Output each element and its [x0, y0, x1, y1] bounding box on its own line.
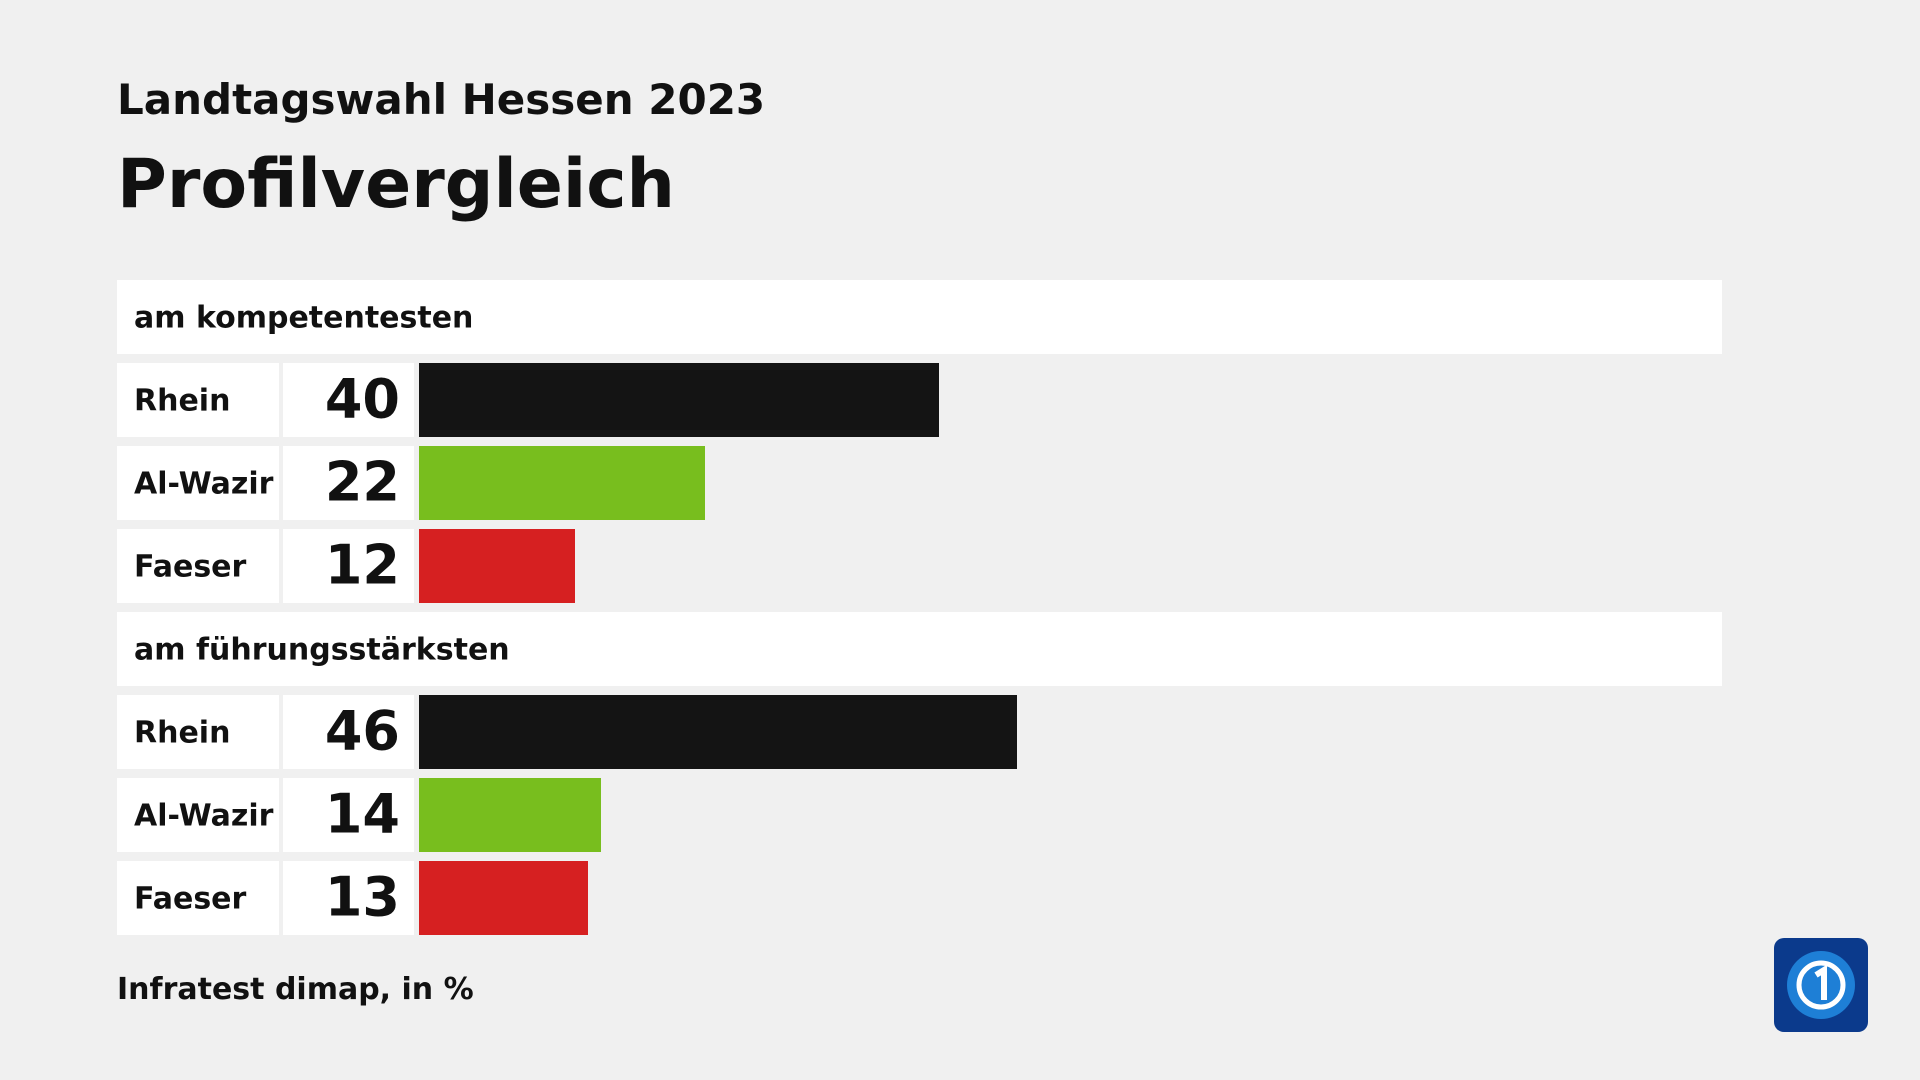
name-cell — [117, 861, 279, 935]
chart-subtitle: Profilvergleich — [117, 145, 675, 224]
value-cell — [283, 861, 414, 935]
group-header-bg — [117, 280, 1722, 354]
name-cell — [117, 529, 279, 603]
bar — [419, 529, 575, 603]
name-cell — [117, 363, 279, 437]
bar — [419, 695, 1017, 769]
bar — [419, 778, 601, 852]
name-cell — [117, 446, 279, 520]
value-label: 22 — [325, 451, 400, 514]
value-cell — [283, 446, 414, 520]
value-cell — [283, 363, 414, 437]
value-label: 12 — [325, 534, 400, 597]
chart-title: Landtagswahl Hessen 2023 — [117, 75, 765, 124]
name-cell — [117, 778, 279, 852]
logo — [1774, 938, 1868, 1032]
source: Infratest dimap, in % — [117, 972, 474, 1007]
bar — [419, 446, 705, 520]
value-label: 46 — [325, 700, 400, 763]
name-cell — [117, 695, 279, 769]
category-label: Rhein — [134, 384, 230, 419]
category-label: Faeser — [134, 550, 247, 585]
value-label: 14 — [325, 783, 400, 846]
value-cell — [283, 529, 414, 603]
category-label: Faeser — [134, 882, 247, 917]
group-label: am führungsstärksten — [134, 633, 510, 668]
value-cell — [283, 695, 414, 769]
group-header-bg — [117, 612, 1722, 686]
group-label: am kompetentesten — [134, 301, 473, 336]
bar — [419, 363, 939, 437]
category-label: Al-Wazir — [134, 799, 274, 834]
category-label: Al-Wazir — [134, 467, 274, 502]
category-label: Rhein — [134, 716, 230, 751]
value-label: 13 — [325, 866, 400, 929]
bar — [419, 861, 588, 935]
value-label: 40 — [325, 368, 400, 431]
value-cell — [283, 778, 414, 852]
